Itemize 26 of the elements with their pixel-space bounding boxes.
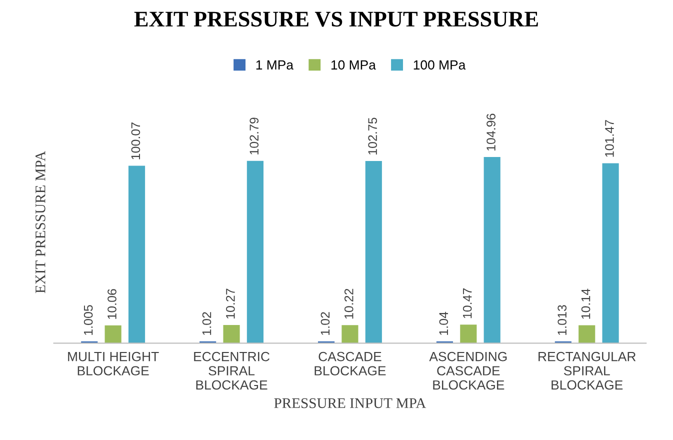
legend-label: 10 MPa [331,60,376,70]
data-label: 102.75 [368,118,378,154]
data-label: 1.013 [558,305,567,335]
data-label: 10.47 [462,288,472,318]
data-label: 104.96 [486,114,496,151]
data-label: 1.02 [202,312,212,335]
x-axis-title: PRESSURE INPUT MPA [274,398,426,408]
data-label: 10.14 [581,288,590,319]
legend-label: 1 MPa [256,60,294,70]
data-label: 1.02 [320,312,330,335]
data-label: 1.005 [84,305,93,335]
x-tick-label: ASCENDING CASCADE BLOCKAGE [429,352,507,390]
data-label: 100.07 [131,122,140,160]
data-label: 101.47 [605,120,614,157]
x-tick-label: MULTI HEIGHT BLOCKAGE [68,352,159,376]
x-tick-label: ECCENTRIC SPIRAL BLOCKAGE [194,352,270,390]
x-tick-label: CASCADE BLOCKAGE [314,352,386,376]
data-label: 102.79 [250,118,259,154]
data-label: 10.22 [344,288,354,319]
data-label: 10.06 [108,289,116,319]
data-label: 1.04 [439,312,448,335]
legend-label: 100 MPa [414,60,466,70]
chart-title: EXIT PRESSURE VS INPUT PRESSURE [134,12,538,27]
data-label: 10.27 [226,288,235,318]
x-tick-label: RECTANGULAR SPIRAL BLOCKAGE [538,352,636,390]
y-axis-title: EXIT PRESSURE MPA [36,150,46,294]
